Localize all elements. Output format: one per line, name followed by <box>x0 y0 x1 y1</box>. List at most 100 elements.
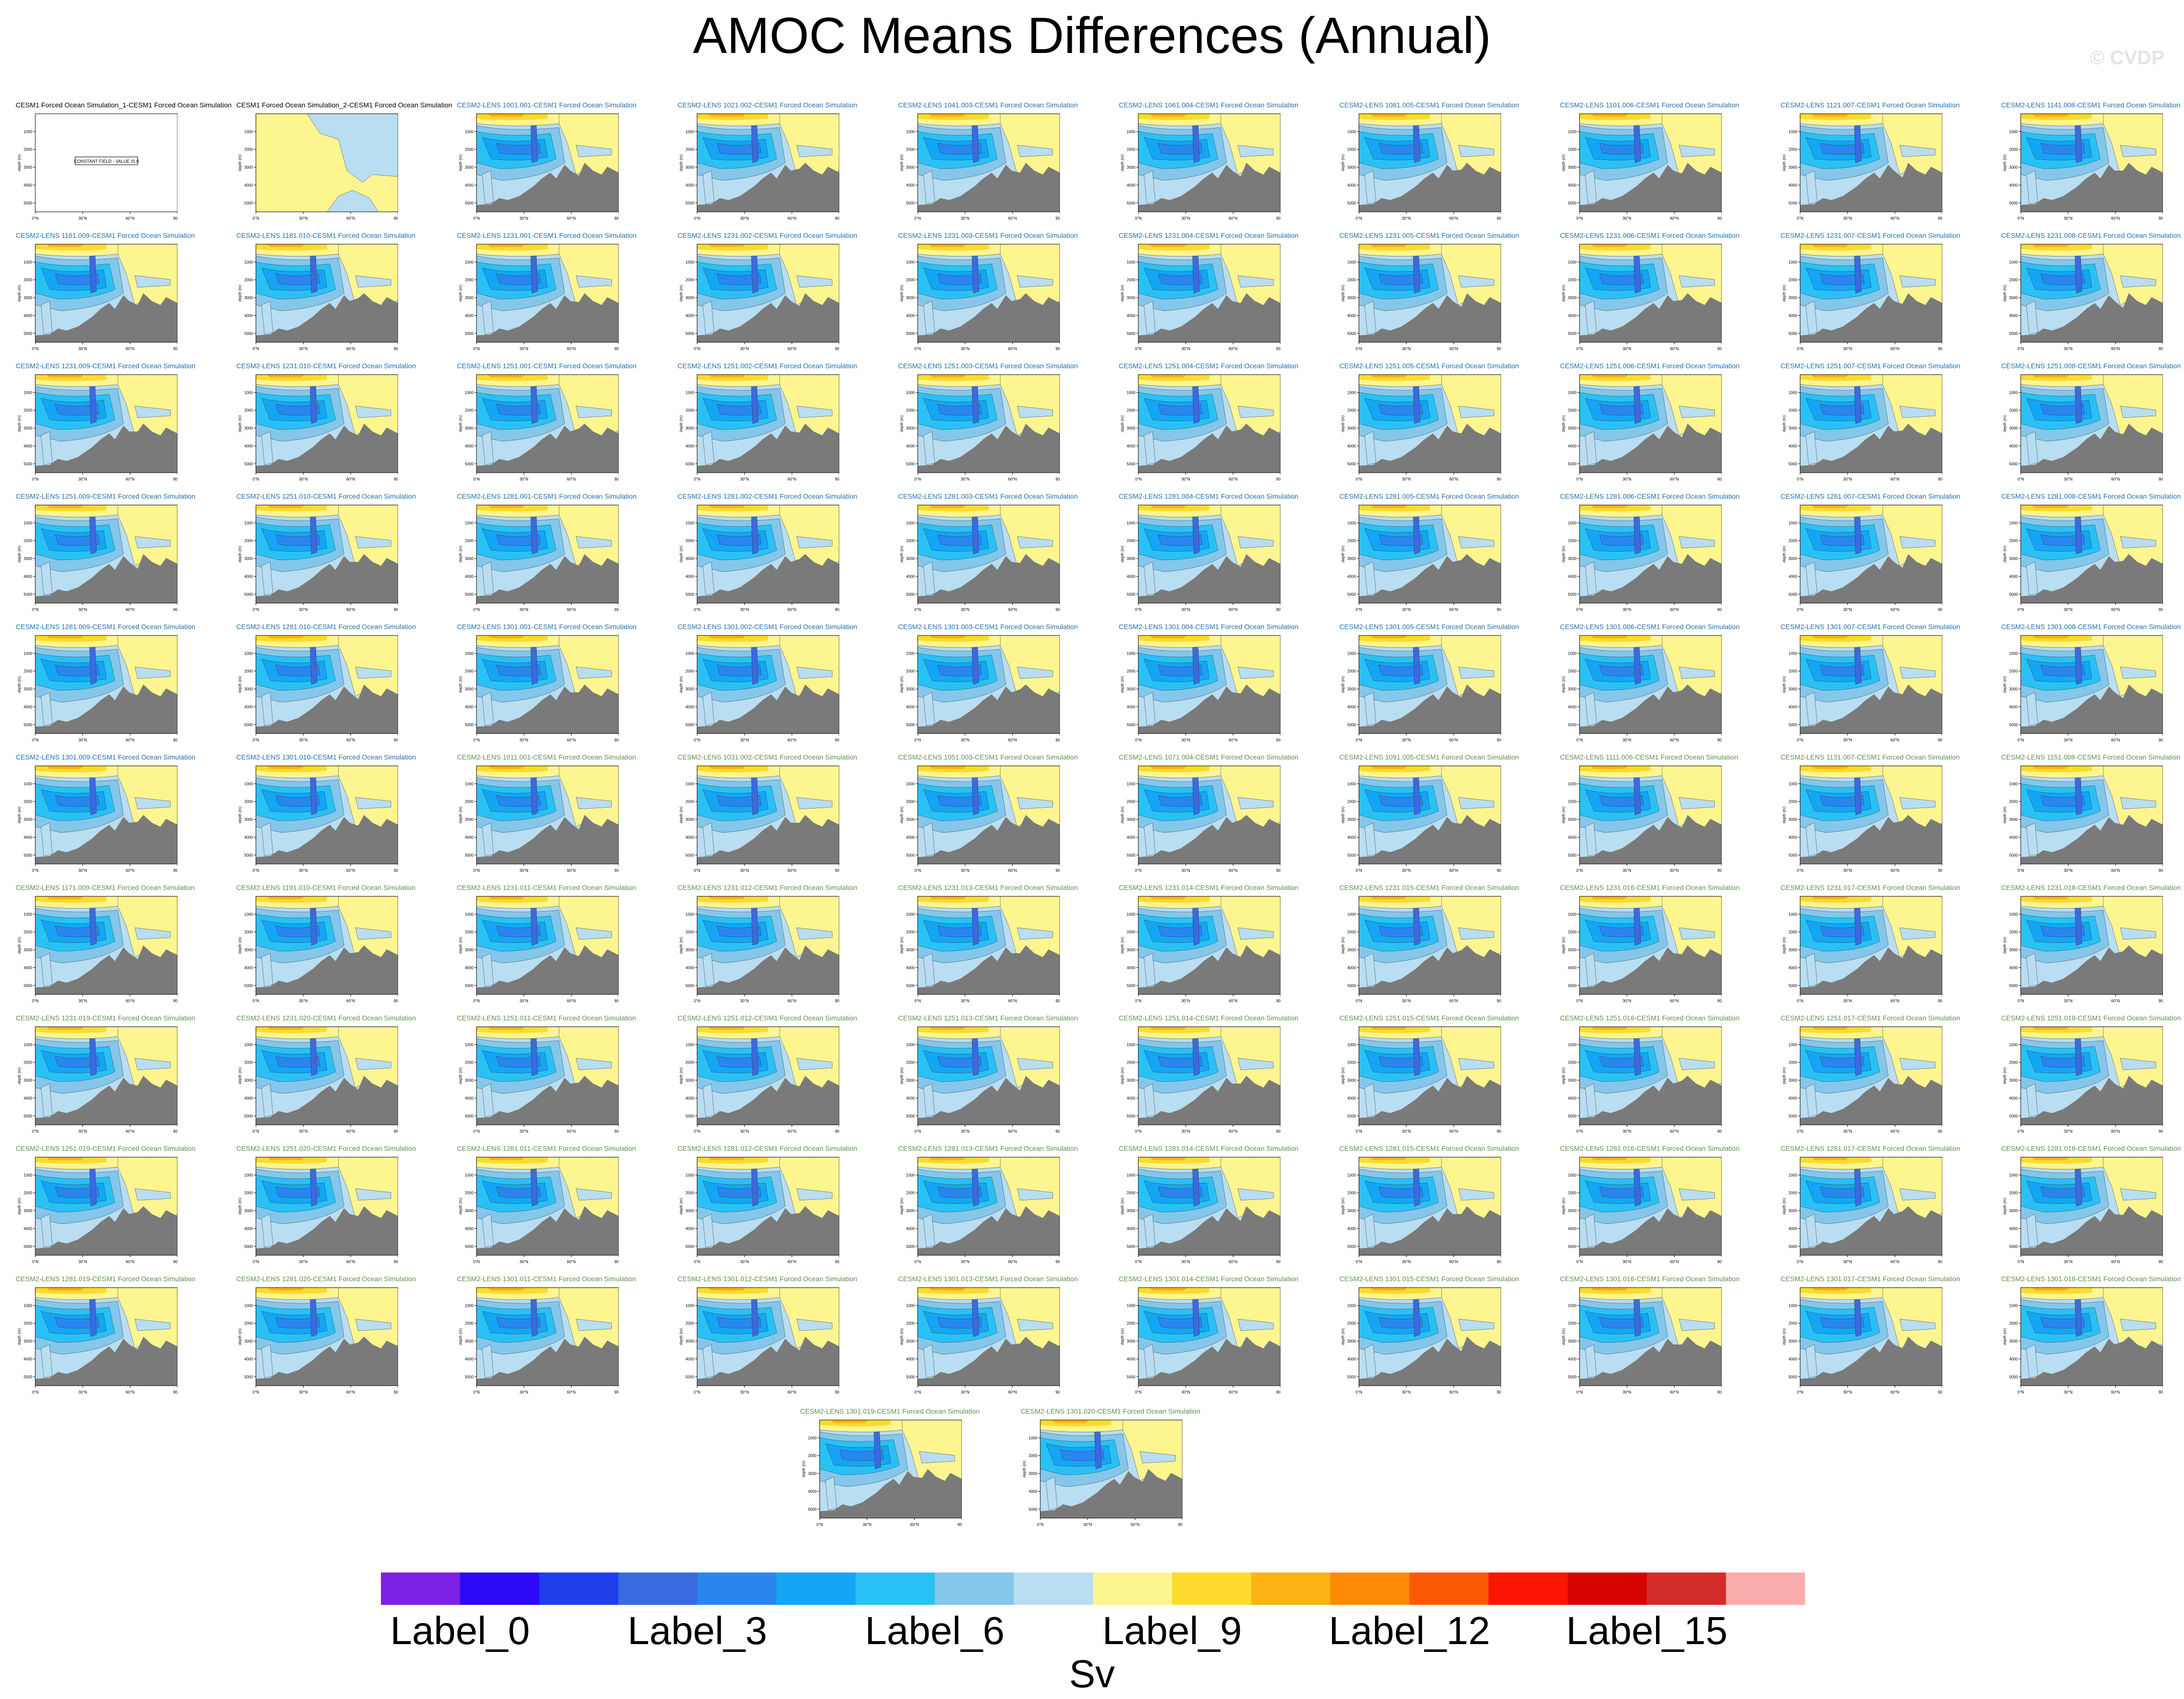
y-tick-label: 2000 <box>906 800 915 804</box>
x-tick-label: 30°N <box>961 216 970 221</box>
x-tick-label: 30°N <box>961 1260 970 1264</box>
x-tick-label: 60°N <box>1670 1390 1679 1395</box>
y-tick-label: 4000 <box>1127 1226 1135 1231</box>
x-tick-label: 30°N <box>520 216 528 221</box>
ensemble-panel: CESM2-LENS 1301.019-CESM1 Forced Ocean S… <box>800 1407 980 1536</box>
x-tick-label: 90°N <box>1055 216 1060 221</box>
x-tick-label: 60°N <box>567 999 576 1003</box>
x-tick-label: 30°N <box>1623 738 1632 742</box>
x-tick-label: 60°N <box>787 738 796 742</box>
y-tick-label: 1000 <box>685 390 694 395</box>
y-tick-label: 3000 <box>24 426 32 431</box>
y-tick-label: 1000 <box>1127 521 1135 525</box>
x-tick-label: 60°N <box>346 608 355 612</box>
y-axis-label: depth (m) <box>238 285 242 302</box>
colorbar-swatch <box>1014 1572 1093 1605</box>
y-tick-label: 3000 <box>244 1078 253 1083</box>
x-tick-label: 90°N <box>835 738 839 742</box>
panel-plot: 1000 2000 3000 4000 5000 depth (m) 0°N 30°N 60°N… <box>2003 896 2163 1003</box>
x-tick-label: 90°N <box>173 347 177 351</box>
x-tick-label: 0°N <box>2017 1260 2024 1264</box>
x-tick-label: 60°N <box>787 868 796 873</box>
panel-title: CESM1 Forced Ocean Simulation_2-CESM1 Fo… <box>236 101 452 109</box>
colorbar-units: Sv <box>1069 1652 1115 1696</box>
y-axis-label: depth (m) <box>802 1461 806 1478</box>
y-tick-label: 2000 <box>1788 1061 1797 1065</box>
y-tick-label: 4000 <box>1788 444 1797 448</box>
ensemble-panel: CESM2-LENS 1301.013-CESM1 Forced Ocean S… <box>898 1275 1078 1403</box>
x-tick-label: 90°N <box>1055 477 1060 482</box>
y-tick-label: 5000 <box>1127 592 1135 597</box>
panel-plot: 1000 2000 3000 4000 5000 depth (m) 0°N 30°N 60°N… <box>17 896 177 1003</box>
y-tick-label: 4000 <box>685 1096 694 1100</box>
x-tick-label: 30°N <box>1843 216 1852 221</box>
x-tick-label: 90°N <box>394 1129 398 1134</box>
y-axis-label: depth (m) <box>1341 285 1345 302</box>
panel-title: CESM2-LENS 1231.013-CESM1 Forced Ocean S… <box>898 884 1078 891</box>
ensemble-panel: CESM2-LENS 1061.004-CESM1 Forced Ocean S… <box>1119 101 1299 229</box>
y-tick-label: 5000 <box>1568 723 1577 727</box>
ensemble-panel: CESM2-LENS 1021.002-CESM1 Forced Ocean S… <box>678 101 857 229</box>
y-axis-label: depth (m) <box>238 546 242 563</box>
panel-plot: 1000 2000 3000 4000 5000 depth (m) 0°N 30°N 60°N… <box>238 896 398 1003</box>
y-tick-label: 5000 <box>24 201 32 205</box>
panel-plot: 1000 2000 3000 4000 5000 depth (m) 0°N 30°N 60°N… <box>1341 374 1501 482</box>
y-tick-label: 1000 <box>685 651 694 656</box>
y-tick-label: 2000 <box>906 1321 915 1326</box>
x-tick-label: 90°N <box>835 477 839 482</box>
y-tick-label: 4000 <box>1788 965 1797 970</box>
y-tick-label: 5000 <box>1347 853 1356 858</box>
y-tick-label: 3000 <box>24 165 32 170</box>
x-tick-label: 30°N <box>299 868 308 873</box>
y-tick-label: 3000 <box>906 557 915 561</box>
y-axis-label: depth (m) <box>1782 285 1786 302</box>
x-tick-label: 30°N <box>299 477 308 482</box>
y-tick-label: 4000 <box>1127 1357 1135 1361</box>
ensemble-panel: CESM2-LENS 1251.020-CESM1 Forced Ocean S… <box>236 1144 416 1273</box>
y-tick-label: 2000 <box>1127 1061 1135 1065</box>
panel-plot: 1000 2000 3000 4000 5000 depth (m) 0°N 30°N 60°N… <box>900 896 1060 1003</box>
y-tick-label: 5000 <box>1788 1114 1797 1118</box>
y-tick-label: 4000 <box>1788 1226 1797 1231</box>
x-tick-label: 0°N <box>473 999 480 1003</box>
panel-plot: 1000 2000 3000 4000 5000 depth (m) 0°N 30°N 60°N… <box>1561 244 1722 351</box>
x-tick-label: 60°N <box>787 347 796 351</box>
y-tick-label: 3000 <box>244 296 253 300</box>
x-tick-label: 0°N <box>1135 868 1142 873</box>
x-tick-label: 0°N <box>2017 216 2024 221</box>
panel-title: CESM2-LENS 1301.009-CESM1 Forced Ocean S… <box>16 753 196 761</box>
x-tick-label: 90°N <box>614 1129 619 1134</box>
x-tick-label: 60°N <box>1449 608 1458 612</box>
y-tick-label: 1000 <box>24 912 32 916</box>
y-tick-label: 3000 <box>1127 165 1135 170</box>
x-tick-label: 90°N <box>173 1260 177 1264</box>
y-tick-label: 5000 <box>1568 853 1577 858</box>
y-tick-label: 3000 <box>1568 296 1577 300</box>
panel-plot: 1000 2000 3000 4000 5000 depth (m) 0°N 30°N 60°N… <box>1120 1026 1280 1134</box>
y-tick-label: 3000 <box>1347 1209 1356 1213</box>
y-axis-label: depth (m) <box>1120 546 1125 563</box>
ensemble-panel: CESM2-LENS 1281.017-CESM1 Forced Ocean S… <box>1781 1144 1960 1273</box>
x-tick-label: 0°N <box>914 738 921 742</box>
ensemble-panel: CESM2-LENS 1231.020-CESM1 Forced Ocean S… <box>236 1014 416 1142</box>
y-tick-label: 2000 <box>1029 1454 1037 1458</box>
panel-title: CESM2-LENS 1281.014-CESM1 Forced Ocean S… <box>1119 1144 1299 1152</box>
y-tick-label: 4000 <box>1127 313 1135 318</box>
y-tick-label: 4000 <box>24 444 32 448</box>
y-tick-label: 3000 <box>2009 948 2018 952</box>
ensemble-panel: CESM1 Forced Ocean Simulation_2-CESM1 Fo… <box>236 101 452 229</box>
y-tick-label: 4000 <box>1127 965 1135 970</box>
y-tick-label: 5000 <box>1347 1244 1356 1249</box>
colorbar-swatch <box>1251 1572 1331 1605</box>
panel-plot: 1000 2000 3000 4000 5000 depth (m) 0°N 30°N 60°N… <box>17 1026 177 1134</box>
panel-plot: 1000 2000 3000 4000 5000 depth (m) 0°N 30°N 60°N… <box>679 896 839 1003</box>
y-axis-label: depth (m) <box>679 1067 683 1085</box>
y-tick-label: 1000 <box>1568 260 1577 264</box>
x-tick-label: 90°N <box>394 999 398 1003</box>
y-tick-label: 3000 <box>1127 1078 1135 1083</box>
x-tick-label: 90°N <box>835 608 839 612</box>
y-tick-label: 1000 <box>1788 1042 1797 1047</box>
y-tick-label: 5000 <box>2009 723 2018 727</box>
x-tick-label: 0°N <box>1797 477 1804 482</box>
x-tick-label: 60°N <box>2111 608 2120 612</box>
